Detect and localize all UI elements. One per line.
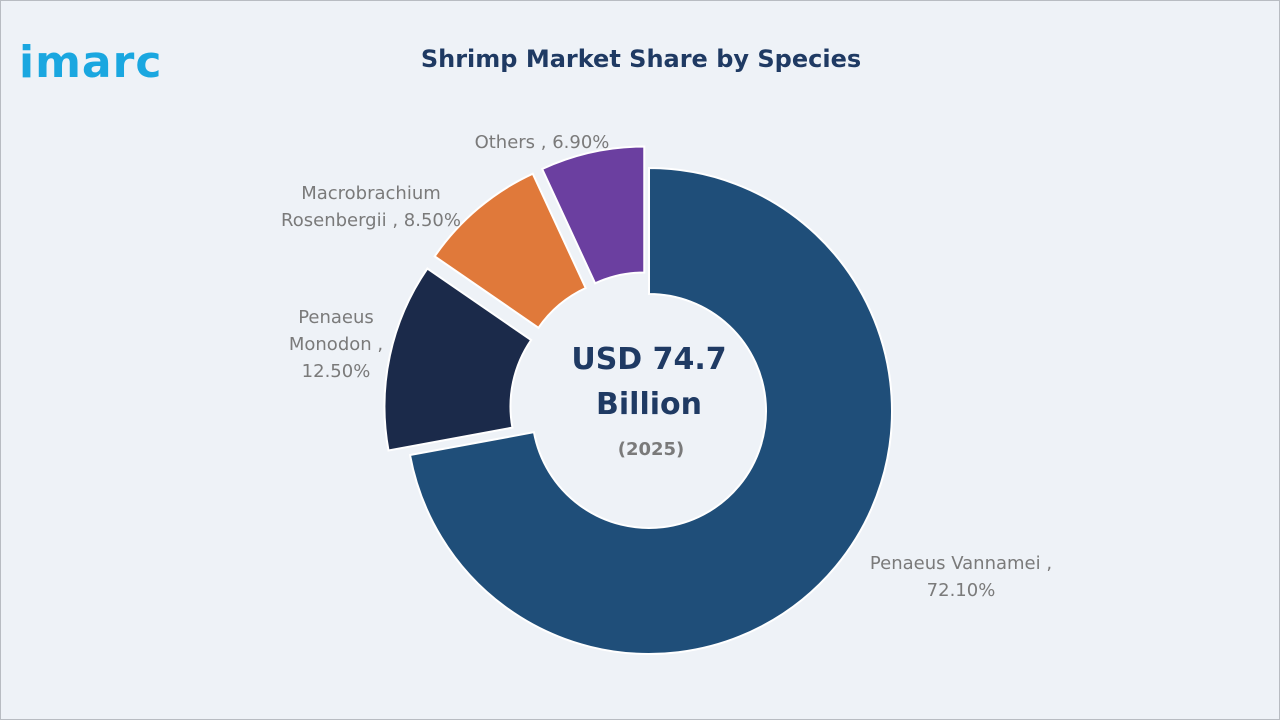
label-macrobrachium-rosenbergii: Macrobrachium Rosenbergii , 8.50% — [281, 183, 461, 231]
label-line: Monodon , — [289, 334, 383, 355]
label-line: Rosenbergii , 8.50% — [281, 210, 461, 231]
label-line: 72.10% — [927, 580, 996, 601]
label-penaeus-vannamei: Penaeus Vannamei , 72.10% — [870, 553, 1052, 601]
slice-penaeus-monodon — [383, 267, 533, 452]
logo-text: imarc — [19, 37, 163, 88]
label-penaeus-monodon: Penaeus Monodon , 12.50% — [289, 307, 383, 382]
slice-penaeus-vannamei — [408, 166, 893, 655]
label-others: Others , 6.90% — [475, 132, 610, 153]
slice-labels: Penaeus Vannamei , 72.10% Penaeus Monodon ,… — [281, 132, 1052, 601]
label-line: 12.50% — [302, 361, 371, 382]
center-value-line-1: USD 74.7 — [571, 342, 726, 377]
label-line: Penaeus Vannamei , — [870, 553, 1052, 574]
label-line: Penaeus — [298, 307, 374, 328]
center-label: USD 74.7 Billion (2025) — [571, 342, 726, 460]
chart-title: Shrimp Market Share by Species — [420, 45, 862, 73]
label-line: Others , 6.90% — [475, 132, 610, 153]
center-value-line-2: Billion — [596, 387, 702, 422]
center-year: (2025) — [618, 439, 685, 460]
slice-others — [540, 145, 646, 285]
imarc-logo: imarc — [19, 23, 209, 93]
slice-macrobrachium-rosenbergii — [433, 172, 587, 330]
label-line: Macrobrachium — [301, 183, 441, 204]
donut-slices — [383, 145, 893, 655]
